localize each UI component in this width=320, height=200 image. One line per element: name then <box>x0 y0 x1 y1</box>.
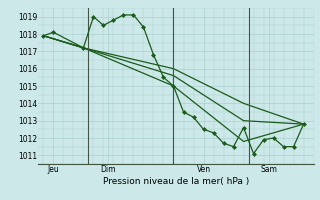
X-axis label: Pression niveau de la mer( hPa ): Pression niveau de la mer( hPa ) <box>103 177 249 186</box>
